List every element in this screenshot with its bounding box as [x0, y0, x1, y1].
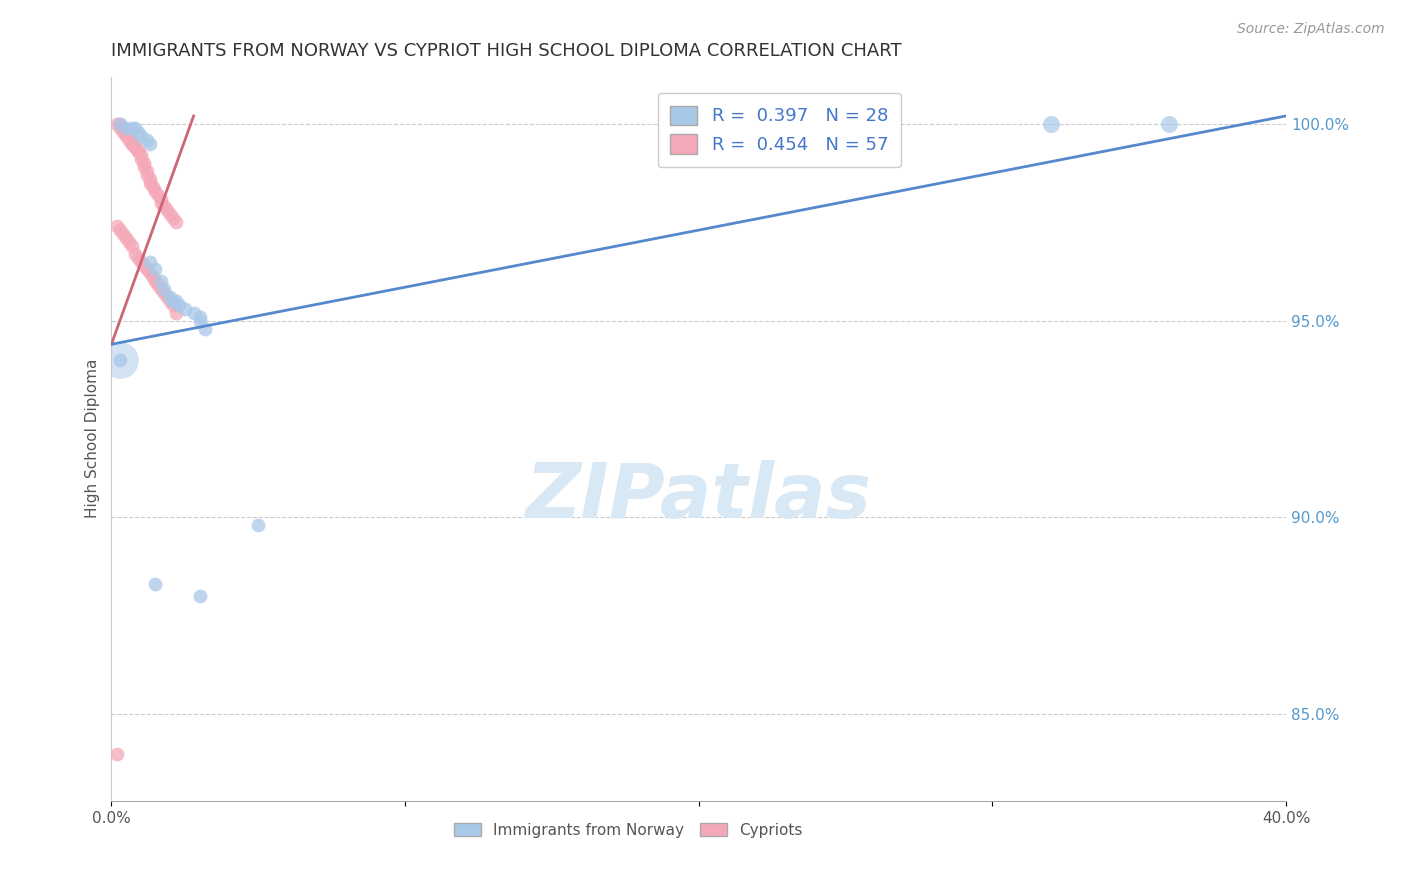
Point [124, 246, 146, 260]
Point [112, 120, 135, 135]
Point [141, 270, 163, 285]
Point [129, 153, 152, 167]
Point [138, 176, 160, 190]
Point [162, 298, 184, 312]
Point [112, 125, 135, 139]
Point [138, 136, 160, 151]
Point [135, 262, 157, 277]
Point [162, 293, 184, 308]
Point [150, 192, 173, 206]
Point [159, 207, 181, 221]
Point [118, 128, 141, 143]
Text: Source: ZipAtlas.com: Source: ZipAtlas.com [1237, 22, 1385, 37]
Point [127, 125, 149, 139]
Point [165, 215, 187, 229]
Point [138, 254, 160, 268]
Point [688, 117, 710, 131]
Point [121, 239, 143, 253]
Point [105, 219, 128, 234]
Point [110, 353, 132, 368]
Point [129, 254, 152, 268]
Point [188, 589, 211, 603]
Point [153, 282, 176, 296]
Point [115, 128, 138, 143]
Point [127, 145, 149, 159]
Point [165, 293, 187, 308]
Point [156, 290, 179, 304]
Legend: Immigrants from Norway, Cypriots: Immigrants from Norway, Cypriots [447, 817, 808, 844]
Point [110, 223, 132, 237]
Point [150, 282, 173, 296]
Point [165, 306, 187, 320]
Point [183, 306, 205, 320]
Point [162, 211, 184, 226]
Point [1040, 117, 1063, 131]
Point [121, 132, 143, 146]
Point [153, 286, 176, 301]
Point [1157, 117, 1180, 131]
Point [150, 274, 173, 288]
Point [173, 301, 195, 316]
Point [121, 120, 143, 135]
Point [145, 274, 167, 288]
Point [159, 293, 181, 308]
Point [135, 164, 157, 178]
Point [159, 290, 181, 304]
Point [188, 313, 211, 327]
Point [141, 179, 163, 194]
Point [115, 125, 138, 139]
Point [145, 184, 167, 198]
Point [167, 298, 190, 312]
Point [145, 577, 167, 591]
Point [124, 140, 146, 154]
Point [115, 120, 138, 135]
Point [148, 187, 170, 202]
Text: ZIPatlas: ZIPatlas [526, 459, 872, 533]
Point [247, 518, 270, 533]
Point [110, 117, 132, 131]
Point [153, 199, 176, 213]
Point [132, 156, 155, 170]
Point [138, 267, 160, 281]
Point [150, 195, 173, 210]
Point [105, 117, 128, 131]
Point [129, 148, 152, 162]
Point [105, 747, 128, 761]
Point [135, 132, 157, 146]
Point [135, 168, 157, 182]
Point [110, 117, 132, 131]
Point [132, 259, 155, 273]
Point [110, 353, 132, 368]
Point [121, 136, 143, 151]
Point [132, 160, 155, 174]
Point [115, 231, 138, 245]
Point [112, 227, 135, 241]
Point [118, 132, 141, 146]
Point [124, 120, 146, 135]
Point [194, 321, 217, 335]
Text: IMMIGRANTS FROM NORWAY VS CYPRIOT HIGH SCHOOL DIPLOMA CORRELATION CHART: IMMIGRANTS FROM NORWAY VS CYPRIOT HIGH S… [111, 42, 903, 60]
Point [127, 251, 149, 265]
Point [188, 310, 211, 324]
Point [138, 172, 160, 186]
Point [148, 278, 170, 293]
Point [121, 136, 143, 151]
Point [129, 128, 152, 143]
Point [156, 203, 179, 218]
Point [145, 262, 167, 277]
Point [127, 145, 149, 159]
Point [110, 120, 132, 135]
Point [118, 235, 141, 249]
Y-axis label: High School Diploma: High School Diploma [86, 359, 100, 518]
Point [124, 140, 146, 154]
